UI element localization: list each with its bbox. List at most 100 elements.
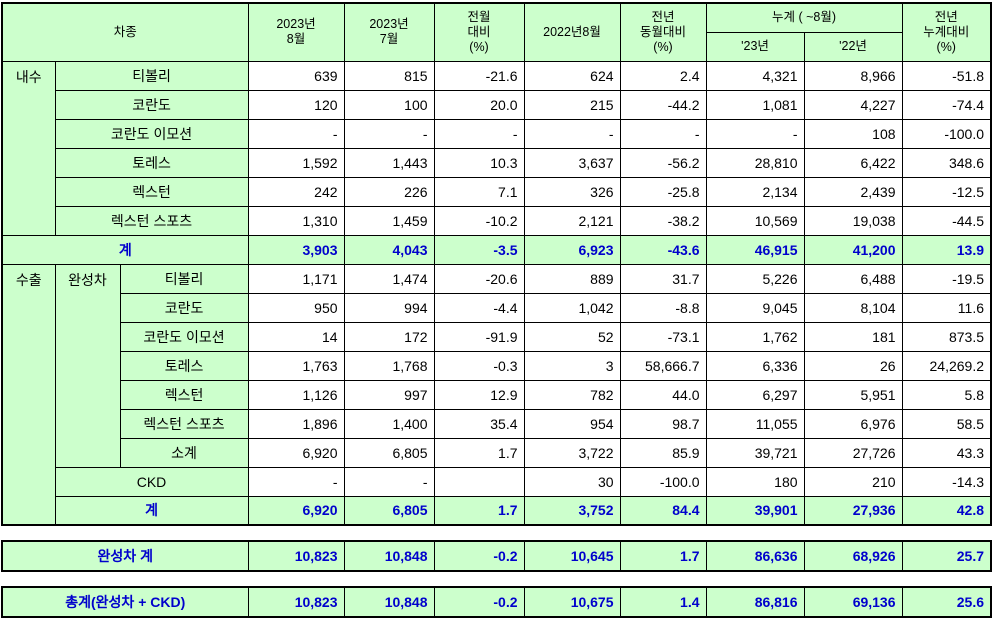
- total-value-cell: 10,848: [343, 586, 435, 618]
- total-value-cell: -3.5: [433, 234, 525, 265]
- value-cell: 5.8: [901, 379, 992, 410]
- value-cell: 873.5: [901, 321, 992, 352]
- value-cell: 782: [523, 379, 621, 410]
- value-cell: -56.2: [619, 147, 707, 178]
- value-cell: 39,721: [705, 437, 805, 468]
- value-cell: 9,045: [705, 292, 805, 323]
- total-value-cell: 10,848: [343, 540, 435, 572]
- value-cell: 1,768: [343, 350, 435, 381]
- total-value-cell: -0.2: [433, 586, 525, 618]
- value-cell: -44.5: [901, 205, 992, 236]
- section-label-export: 수출: [1, 263, 56, 526]
- table-row: CKD - -30 -100.0 180 210 -14.3: [2, 466, 992, 497]
- header-row-1: 차종 2023년 8월 2023년 7월 전월 대비 (%) 2022년8월 전…: [1, 2, 992, 62]
- grand-total-label: 총계(완성차 + CKD): [1, 586, 249, 618]
- value-cell: -20.6: [433, 263, 525, 294]
- total-value-cell: 1.4: [619, 586, 707, 618]
- value-cell: 624: [523, 60, 621, 91]
- table-row: 토레스 1,763 1,768 -0.3 3 58,666.7 6,336 26 24,269.…: [2, 350, 992, 381]
- value-cell: -: [619, 118, 707, 149]
- table-row: 계 3,903 4,043 -3.5 6,923 -43.6 46,915 41,200 13.…: [1, 234, 992, 265]
- header-2023-08: 2023년 8월: [247, 2, 345, 62]
- value-cell: 1,763: [247, 350, 345, 381]
- value-cell: -19.5: [901, 263, 992, 294]
- value-cell: 12.9: [433, 379, 525, 410]
- value-cell: 19,038: [803, 205, 903, 236]
- header-cumulative: 누계 ( ~8월): [705, 2, 903, 33]
- row-label: 코란도 이모션: [119, 321, 249, 352]
- value-cell: -: [343, 466, 435, 497]
- total-value-cell: 69,136: [803, 586, 903, 618]
- value-cell: 7.1: [433, 176, 525, 207]
- total-value-cell: 25.7: [901, 540, 992, 572]
- value-cell: -: [705, 118, 805, 149]
- header-mom-change: 전월 대비 (%): [433, 2, 525, 62]
- value-cell: 1.7: [433, 437, 525, 468]
- table-row: 완성차 계 10,823 10,848 -0.2 10,645 1.7 86,636 68,9…: [1, 540, 992, 572]
- row-label: 코란도: [119, 292, 249, 323]
- total-value-cell: -43.6: [619, 234, 707, 265]
- value-cell: 1,400: [343, 408, 435, 439]
- row-label: 렉스턴: [54, 176, 249, 207]
- total-value-cell: 68,926: [803, 540, 903, 572]
- total-value-cell: 13.9: [901, 234, 992, 265]
- value-cell: 994: [343, 292, 435, 323]
- total-value-cell: 25.6: [901, 586, 992, 618]
- value-cell: 6,976: [803, 408, 903, 439]
- value-cell: 326: [523, 176, 621, 207]
- value-cell: 172: [343, 321, 435, 352]
- domestic-total-label: 계: [1, 234, 249, 265]
- value-cell: -: [343, 118, 435, 149]
- value-cell: 1,310: [247, 205, 345, 236]
- total-value-cell: 1.7: [619, 540, 707, 572]
- value-cell: -10.2: [433, 205, 525, 236]
- value-cell: -: [247, 466, 345, 497]
- value-cell: 1,592: [247, 147, 345, 178]
- table-row: 수출 완성차 티볼리 1,171 1,474 -20.6 889 31.7 5,226 6,488…: [1, 263, 992, 526]
- value-cell: 28,810: [705, 147, 805, 178]
- value-cell: 8,104: [803, 292, 903, 323]
- header-2022-08: 2022년8월: [523, 2, 621, 62]
- value-cell: 35.4: [433, 408, 525, 439]
- header-2023-07: 2023년 7월: [343, 2, 435, 62]
- grand-total-body: 총계(완성차 + CKD) 10,823 10,848 -0.2 10,675 1.4 86…: [1, 586, 992, 618]
- value-cell: 348.6: [901, 147, 992, 178]
- table-row: 렉스턴 스포츠 1,310 1,459 -10.2 2,121 -38.2 10,569 19…: [2, 205, 992, 236]
- row-label: 렉스턴: [119, 379, 249, 410]
- value-cell: 27,726: [803, 437, 903, 468]
- monthly-sales-table: 차종 2023년 8월 2023년 7월 전월 대비 (%) 2022년8월 전…: [1, 2, 993, 526]
- value-cell: 11.6: [901, 292, 992, 323]
- value-cell: -100.0: [619, 466, 707, 497]
- value-cell: -91.9: [433, 321, 525, 352]
- row-label: 토레스: [119, 350, 249, 381]
- row-label: 티볼리: [119, 263, 249, 294]
- value-cell: 108: [803, 118, 903, 149]
- value-cell: 26: [803, 350, 903, 381]
- value-cell: -100.0: [901, 118, 992, 149]
- table-row: 렉스턴 스포츠 1,896 1,400 35.4 954 98.7 11,055 6,976 5…: [2, 408, 992, 439]
- value-cell: 1,474: [343, 263, 435, 294]
- header-yoy-change: 전년 동월대비 (%): [619, 2, 707, 62]
- header-cumulative-2022: '22년: [803, 31, 903, 62]
- value-cell: 10.3: [433, 147, 525, 178]
- table-row: 소계 6,920 6,805 1.7 3,722 85.9 39,721 27,726 43.3: [2, 437, 992, 468]
- value-cell: 5,951: [803, 379, 903, 410]
- value-cell: 1,762: [705, 321, 805, 352]
- value-cell: 889: [523, 263, 621, 294]
- value-cell: 181: [803, 321, 903, 352]
- value-cell: 6,422: [803, 147, 903, 178]
- value-cell: 11,055: [705, 408, 805, 439]
- value-cell: 1,042: [523, 292, 621, 323]
- value-cell: 6,336: [705, 350, 805, 381]
- value-cell: 1,443: [343, 147, 435, 178]
- value-cell: 639: [247, 60, 345, 91]
- table-row: 코란도 이모션 14 172 -91.9 52 -73.1 1,762 181 873.5: [2, 321, 992, 352]
- total-value-cell: 10,675: [523, 586, 621, 618]
- value-cell: 2.4: [619, 60, 707, 91]
- table-row: 렉스턴 242 226 7.1 326 -25.8 2,134 2,439 -12.5: [2, 176, 992, 207]
- total-value-cell: 41,200: [803, 234, 903, 265]
- value-cell: 815: [343, 60, 435, 91]
- value-cell: -14.3: [901, 466, 992, 497]
- header-row-2: '23년 '22년: [2, 31, 991, 62]
